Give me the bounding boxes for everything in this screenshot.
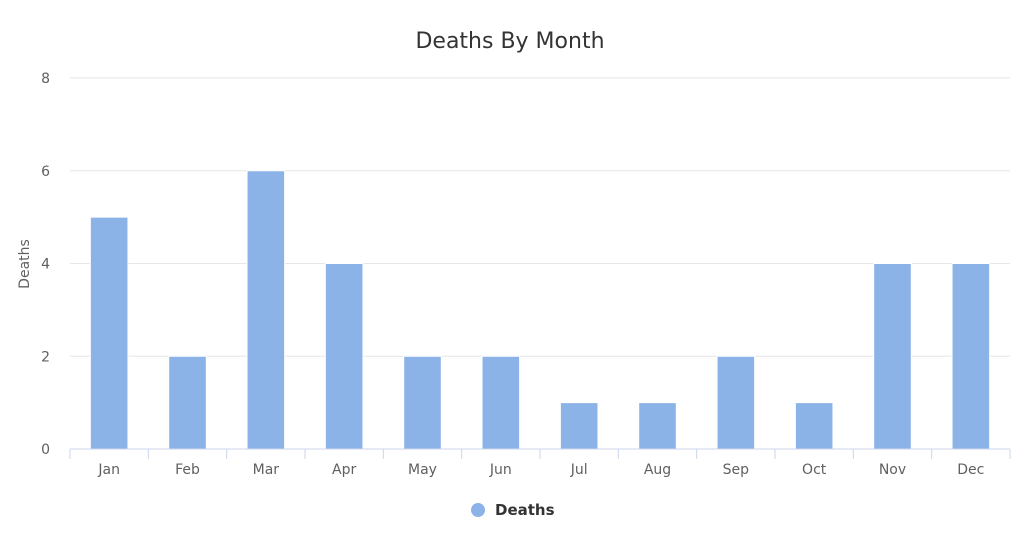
- y-tick-label: 8: [41, 71, 50, 87]
- y-axis-title: Deaths: [17, 239, 33, 289]
- x-tick-label: Jul: [570, 462, 588, 478]
- x-tick-label: Apr: [332, 462, 356, 478]
- bar[interactable]: [324, 263, 364, 450]
- bar[interactable]: [638, 402, 677, 450]
- legend[interactable]: Deaths: [471, 501, 555, 519]
- x-tick-label: Jan: [97, 462, 120, 478]
- y-tick-label: 6: [41, 164, 50, 180]
- y-tick-label: 0: [41, 442, 50, 458]
- x-tick-label: Aug: [644, 462, 671, 478]
- bar[interactable]: [716, 355, 756, 450]
- gridlines: [70, 77, 1010, 357]
- bar[interactable]: [168, 355, 207, 450]
- y-tick-label: 4: [41, 257, 50, 273]
- bar[interactable]: [559, 402, 599, 450]
- bar[interactable]: [246, 170, 286, 450]
- bars: [89, 170, 991, 450]
- legend-label-deaths[interactable]: Deaths: [495, 501, 555, 519]
- x-tick-label: Oct: [802, 462, 827, 478]
- bar[interactable]: [794, 402, 834, 450]
- x-tick-label: Nov: [879, 462, 906, 478]
- bar[interactable]: [873, 263, 912, 450]
- x-tick-label: Mar: [253, 462, 280, 478]
- chart-title: Deaths By Month: [415, 29, 604, 54]
- bar[interactable]: [951, 263, 991, 450]
- y-axis-ticks: 0 2 4 6 8: [41, 71, 50, 458]
- x-tick-label: May: [408, 462, 437, 478]
- bar[interactable]: [403, 355, 442, 450]
- x-tick-label: Dec: [957, 462, 984, 478]
- y-tick-label: 2: [41, 349, 50, 365]
- bar[interactable]: [481, 355, 521, 450]
- legend-marker-deaths[interactable]: [471, 503, 485, 517]
- x-tick-label: Sep: [723, 462, 750, 478]
- x-tick-label: Jun: [489, 462, 512, 478]
- x-tick-label: Feb: [175, 462, 200, 478]
- bar[interactable]: [89, 216, 129, 450]
- x-axis: Jan Feb Mar Apr May Jun Jul Aug Sep Oct Nov Dec: [69, 448, 1011, 478]
